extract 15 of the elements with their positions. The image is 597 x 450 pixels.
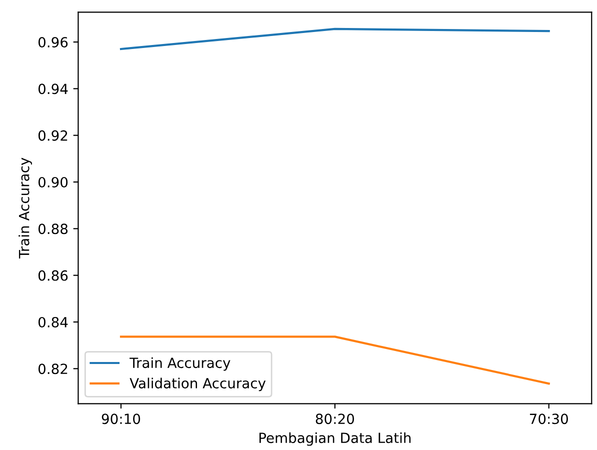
x-axis-title: Pembagian Data Latih bbox=[259, 432, 411, 446]
y-tick-label: 0.92 bbox=[38, 130, 68, 141]
y-tick-label: 0.88 bbox=[38, 224, 68, 234]
x-tick-label: 80:20 bbox=[316, 414, 354, 424]
y-tick-label: 0.82 bbox=[38, 364, 68, 374]
y-tick-label: 0.86 bbox=[38, 270, 68, 281]
y-tick-label: 0.84 bbox=[38, 316, 68, 328]
legend-label: Validation Accuracy bbox=[130, 378, 266, 392]
legend-label: Train Accuracy bbox=[130, 357, 230, 371]
y-tick-label: 0.96 bbox=[38, 36, 68, 48]
x-tick-label: 90:10 bbox=[102, 414, 140, 424]
y-tick-label: 0.90 bbox=[38, 176, 68, 188]
y-tick-label: 0.94 bbox=[38, 84, 68, 94]
y-axis-title: Train Accuracy bbox=[18, 158, 32, 259]
x-tick-label: 70:30 bbox=[530, 414, 568, 424]
